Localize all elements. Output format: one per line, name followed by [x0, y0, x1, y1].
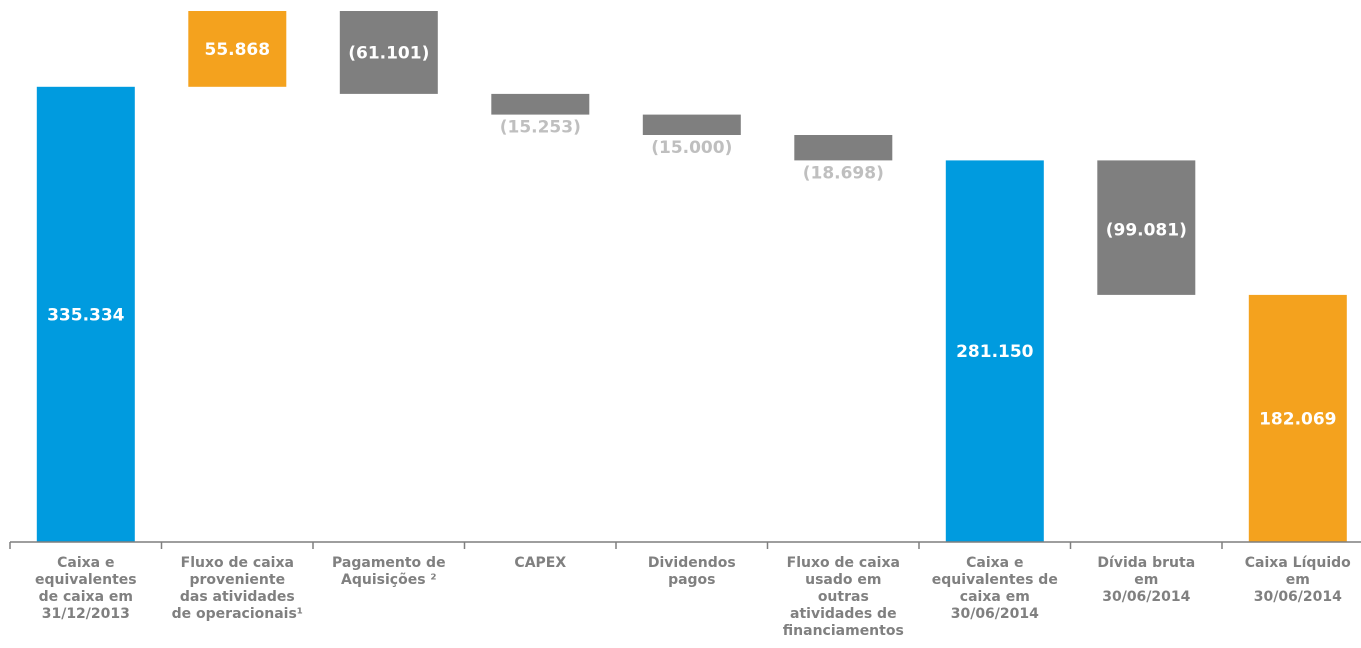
category-label-0: Caixa e equivalentes de caixa em 31/12/2013 [35, 555, 137, 622]
category-label-7-line-0: Dívida bruta [1097, 555, 1195, 571]
category-label-8-line-2: 30/06/2014 [1254, 589, 1342, 605]
bar-4 [642, 114, 741, 135]
category-label-4-line-0: Dividendos [648, 555, 736, 571]
category-label-1: Fluxo de caixa proveniente das atividades d… [172, 555, 303, 622]
category-label-6: Caixa e equivalentes de caixa em 30/06/2014 [932, 555, 1058, 622]
category-label-6-line-3: 30/06/2014 [951, 606, 1039, 622]
bar-6 [945, 160, 1044, 542]
value-label-5: (18.698) [803, 163, 884, 183]
x-axis-ticks [9, 542, 1223, 549]
category-label-5: Fluxo de caixa usado em outras atividades d… [783, 555, 904, 639]
value-label-1: 55.868 [204, 40, 270, 60]
category-label-5-line-3: atividades de [790, 606, 897, 622]
category-label-0-line-1: equivalentes [35, 572, 137, 588]
category-label-2: Pagamento de Aquisições ² [332, 555, 446, 588]
bar-1 [188, 11, 287, 87]
category-labels: Caixa e equivalentes de caixa em 31/12/2013… [35, 555, 1351, 639]
value-labels-layer: 335.334 55.868 (61.101) (15.253) (15.000) (18… [47, 40, 1336, 429]
category-label-1-line-2: das atividades [180, 589, 295, 605]
category-label-8: Caixa Líquido em 30/06/2014 [1245, 555, 1351, 605]
bar-2 [339, 11, 438, 94]
category-label-5-line-2: outras [818, 589, 869, 605]
value-label-7: (99.081) [1106, 220, 1187, 240]
category-label-2-line-0: Pagamento de [332, 555, 446, 571]
bar-5 [794, 135, 893, 161]
value-label-6: 281.150 [956, 342, 1034, 362]
value-label-2: (61.101) [348, 44, 429, 64]
category-label-0-line-0: Caixa e [57, 555, 114, 571]
bar-8 [1248, 294, 1347, 542]
category-label-1-line-1: proveniente [190, 572, 286, 588]
category-label-0-line-2: de caixa em [39, 589, 133, 605]
value-label-8: 182.069 [1259, 409, 1336, 429]
category-label-7-line-2: 30/06/2014 [1102, 589, 1190, 605]
value-label-4: (15.000) [651, 138, 732, 158]
category-label-1-line-0: Fluxo de caixa [181, 555, 294, 571]
category-label-2-line-1: Aquisições ² [341, 572, 437, 588]
bar-3 [491, 93, 590, 115]
bar-7 [1097, 160, 1196, 295]
category-label-1-line-3: de operacionais¹ [172, 606, 303, 622]
category-label-5-line-4: financiamentos [783, 623, 904, 639]
category-label-8-line-0: Caixa Líquido [1245, 555, 1351, 571]
category-label-8-line-1: em [1286, 572, 1310, 588]
category-label-5-line-0: Fluxo de caixa [787, 555, 900, 571]
category-label-6-line-2: caixa em [960, 589, 1030, 605]
category-label-4-line-1: pagos [668, 572, 715, 588]
bars-layer [36, 11, 1347, 543]
category-label-6-line-1: equivalentes de [932, 572, 1058, 588]
category-label-7-line-1: em [1134, 572, 1158, 588]
category-label-0-line-3: 31/12/2013 [42, 606, 130, 622]
category-label-4: Dividendos pagos [648, 555, 736, 588]
category-label-3-line-0: CAPEX [514, 555, 566, 571]
value-label-0: 335.334 [47, 305, 125, 325]
category-label-3: CAPEX [514, 555, 566, 571]
category-label-7: Dívida bruta em 30/06/2014 [1097, 555, 1195, 605]
bar-0 [36, 86, 135, 543]
value-label-3: (15.253) [500, 118, 581, 138]
category-label-5-line-1: usado em [805, 572, 881, 588]
category-label-6-line-0: Caixa e [966, 555, 1023, 571]
